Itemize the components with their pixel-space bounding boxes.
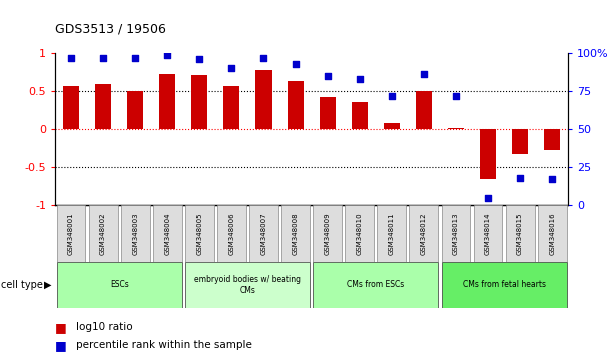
Bar	[191, 75, 207, 129]
Text: GSM348004: GSM348004	[164, 212, 170, 255]
Point	[355, 76, 365, 82]
Text: GSM348009: GSM348009	[324, 212, 331, 255]
Bar	[313, 262, 438, 308]
Bar	[121, 205, 150, 262]
Bar	[416, 91, 432, 129]
Text: GSM348005: GSM348005	[196, 212, 202, 255]
Bar	[352, 102, 368, 129]
Point	[66, 55, 76, 61]
Bar	[442, 262, 566, 308]
Bar	[217, 205, 246, 262]
Bar	[288, 81, 304, 129]
Bar	[57, 205, 86, 262]
Bar	[224, 86, 240, 129]
Bar	[63, 86, 79, 129]
Text: GSM348013: GSM348013	[453, 212, 459, 255]
Point	[387, 93, 397, 98]
Bar	[95, 84, 111, 129]
Text: GSM348008: GSM348008	[293, 212, 299, 255]
Text: GSM348015: GSM348015	[517, 212, 523, 255]
Bar	[538, 205, 566, 262]
Point	[130, 55, 140, 61]
Text: GSM348014: GSM348014	[485, 212, 491, 255]
Point	[451, 93, 461, 98]
Point	[515, 175, 525, 181]
Point	[483, 195, 493, 200]
Bar	[345, 205, 374, 262]
Bar	[512, 129, 528, 154]
Point	[547, 177, 557, 182]
Text: GSM348006: GSM348006	[229, 212, 235, 255]
Point	[98, 55, 108, 61]
Text: GSM348002: GSM348002	[100, 212, 106, 255]
Point	[258, 55, 268, 61]
Bar	[506, 205, 535, 262]
Bar	[409, 205, 438, 262]
Bar	[249, 205, 278, 262]
Text: cell type: cell type	[1, 280, 43, 290]
Text: GSM348007: GSM348007	[260, 212, 266, 255]
Point	[163, 52, 172, 57]
Bar	[185, 262, 310, 308]
Text: log10 ratio: log10 ratio	[76, 322, 133, 332]
Bar	[313, 205, 342, 262]
Text: ▶: ▶	[44, 280, 51, 290]
Point	[291, 61, 301, 67]
Text: GDS3513 / 19506: GDS3513 / 19506	[55, 22, 166, 35]
Bar	[442, 205, 470, 262]
Bar	[320, 97, 335, 129]
Text: CMs from ESCs: CMs from ESCs	[347, 280, 404, 290]
Text: embryoid bodies w/ beating
CMs: embryoid bodies w/ beating CMs	[194, 275, 301, 295]
Point	[227, 65, 236, 71]
Text: GSM348003: GSM348003	[132, 212, 138, 255]
Text: ■: ■	[55, 321, 67, 334]
Bar	[159, 74, 175, 129]
Text: GSM348001: GSM348001	[68, 212, 74, 255]
Text: GSM348011: GSM348011	[389, 212, 395, 255]
Text: GSM348010: GSM348010	[357, 212, 363, 255]
Point	[419, 72, 429, 77]
Bar	[474, 205, 502, 262]
Bar	[378, 205, 406, 262]
Text: CMs from fetal hearts: CMs from fetal hearts	[463, 280, 546, 290]
Bar	[448, 128, 464, 129]
Text: GSM348016: GSM348016	[549, 212, 555, 255]
Bar	[544, 129, 560, 150]
Bar	[480, 129, 496, 179]
Bar	[153, 205, 181, 262]
Text: ESCs: ESCs	[110, 280, 128, 290]
Bar	[384, 123, 400, 129]
Point	[194, 56, 204, 62]
Text: ■: ■	[55, 339, 67, 352]
Bar	[281, 205, 310, 262]
Bar	[255, 70, 271, 129]
Bar	[57, 262, 181, 308]
Bar	[89, 205, 117, 262]
Bar	[127, 91, 143, 129]
Text: percentile rank within the sample: percentile rank within the sample	[76, 340, 252, 350]
Text: GSM348012: GSM348012	[421, 212, 427, 255]
Bar	[185, 205, 214, 262]
Point	[323, 73, 332, 79]
